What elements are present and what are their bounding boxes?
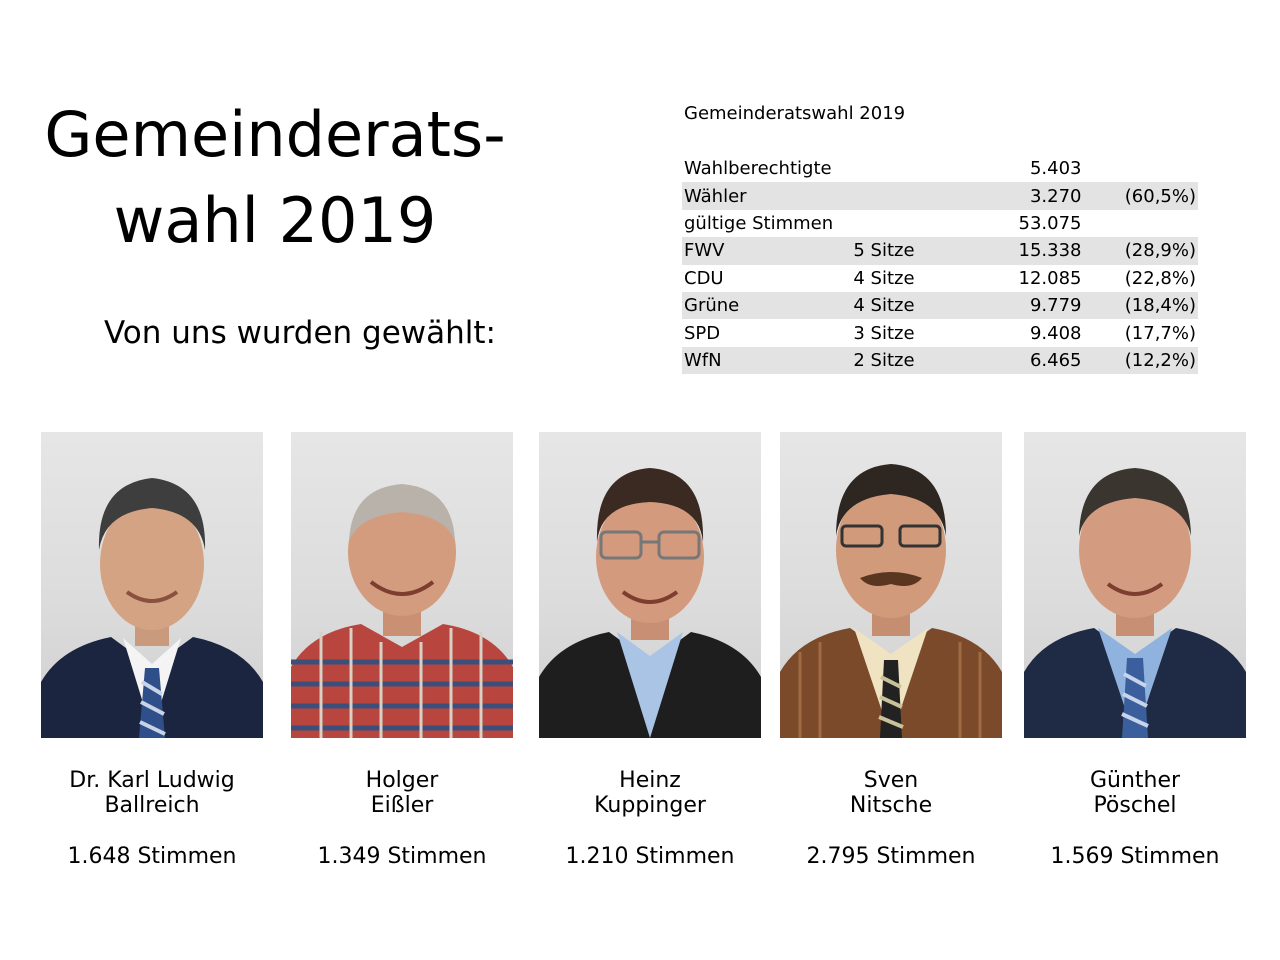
results-row: CDU 4 Sitze 12.085 (22,8%) <box>682 265 1198 292</box>
candidate-first-name: Günther <box>1089 768 1181 793</box>
votes: 5.403 <box>1029 158 1082 180</box>
votes: 15.338 <box>961 237 1084 265</box>
results-row: Wähler 3.270 (60,5%) <box>682 182 1198 210</box>
percentage <box>1083 210 1198 237</box>
party-name: Wähler <box>682 182 852 210</box>
candidate-last-name: Ballreich <box>104 793 200 818</box>
seats: 4 Sitze <box>853 267 915 289</box>
seats <box>851 182 962 210</box>
percentage: (60,5%) <box>1083 182 1198 210</box>
candidate-photo <box>539 432 761 738</box>
votes: 9.408 <box>1029 322 1082 344</box>
candidate-card: Günther Pöschel 1.569 Stimmen <box>1024 432 1246 869</box>
candidate-card: Sven Nitsche 2.795 Stimmen <box>780 432 1002 869</box>
party-name: CDU <box>684 267 724 289</box>
party-name: SPD <box>684 322 721 344</box>
candidate-first-name: Heinz <box>619 768 681 793</box>
party-name: WfN <box>682 346 852 375</box>
candidate-photo <box>291 432 513 738</box>
candidate-card: Dr. Karl Ludwig Ballreich 1.648 Stimmen <box>41 432 263 869</box>
subtitle: Von uns wurden gewählt: <box>104 315 496 351</box>
party-name: gültige Stimmen <box>684 212 834 234</box>
votes: 6.465 <box>961 346 1084 375</box>
party-name: FWV <box>682 237 852 265</box>
seats: 3 Sitze <box>853 322 915 344</box>
percentage: (22,8%) <box>1124 267 1196 289</box>
percentage: (28,9%) <box>1083 237 1198 265</box>
candidate-votes: 1.648 Stimmen <box>67 844 237 869</box>
candidate-first-name: Holger <box>365 768 439 793</box>
votes: 9.779 <box>961 291 1084 320</box>
results-row: WfN 2 Sitze 6.465 (12,2%) <box>682 346 1198 375</box>
results-row: Wahlberechtigte 5.403 <box>682 155 1198 182</box>
candidate-votes: 1.569 Stimmen <box>1050 844 1220 869</box>
candidate-name: Heinz Kuppinger <box>509 768 791 818</box>
title-line-1: Gemeinderats- <box>44 98 506 171</box>
candidate-card: Heinz Kuppinger 1.210 Stimmen <box>539 432 761 869</box>
percentage: (12,2%) <box>1083 346 1198 375</box>
candidate-last-name: Pöschel <box>1093 793 1177 818</box>
votes: 53.075 <box>1018 212 1082 234</box>
candidate-name: Holger Eißler <box>261 768 543 818</box>
results-table: Wahlberechtigte 5.403 Wähler 3.270 (60,5… <box>682 155 1198 375</box>
party-name: Wahlberechtigte <box>684 158 832 180</box>
candidate-photo <box>41 432 263 738</box>
results-heading: Gemeinderatswahl 2019 <box>684 103 906 124</box>
seats: 5 Sitze <box>851 237 962 265</box>
votes: 3.270 <box>961 182 1084 210</box>
candidate-name: Sven Nitsche <box>750 768 1032 818</box>
results-row: gültige Stimmen 53.075 <box>682 210 1198 237</box>
seats: 2 Sitze <box>851 346 962 375</box>
candidate-photo <box>1024 432 1246 738</box>
candidate-last-name: Nitsche <box>849 793 933 818</box>
candidate-last-name: Eißler <box>370 793 434 818</box>
candidate-name: Günther Pöschel <box>994 768 1276 818</box>
seats: 4 Sitze <box>851 291 962 320</box>
results-row: FWV 5 Sitze 15.338 (28,9%) <box>682 237 1198 265</box>
candidate-votes: 1.349 Stimmen <box>317 844 487 869</box>
results-row: Grüne 4 Sitze 9.779 (18,4%) <box>682 291 1198 320</box>
title-line-2: wahl 2019 <box>113 184 437 257</box>
seats <box>851 210 961 237</box>
candidate-name: Dr. Karl Ludwig Ballreich <box>11 768 293 818</box>
candidate-photo <box>780 432 1002 738</box>
percentage: (18,4%) <box>1083 291 1198 320</box>
candidate-first-name: Dr. Karl Ludwig <box>69 768 235 793</box>
candidate-last-name: Kuppinger <box>594 793 706 818</box>
percentage <box>1083 155 1198 182</box>
candidate-votes: 1.210 Stimmen <box>565 844 735 869</box>
votes: 12.085 <box>1018 267 1082 289</box>
seats <box>851 155 961 182</box>
candidate-card: Holger Eißler 1.349 Stimmen <box>291 432 513 869</box>
results-row: SPD 3 Sitze 9.408 (17,7%) <box>682 319 1198 346</box>
percentage: (17,7%) <box>1124 322 1196 344</box>
page-title: Gemeinderats- wahl 2019 <box>40 92 510 264</box>
candidate-votes: 2.795 Stimmen <box>806 844 976 869</box>
candidate-first-name: Sven <box>863 768 919 793</box>
party-name: Grüne <box>682 291 852 320</box>
